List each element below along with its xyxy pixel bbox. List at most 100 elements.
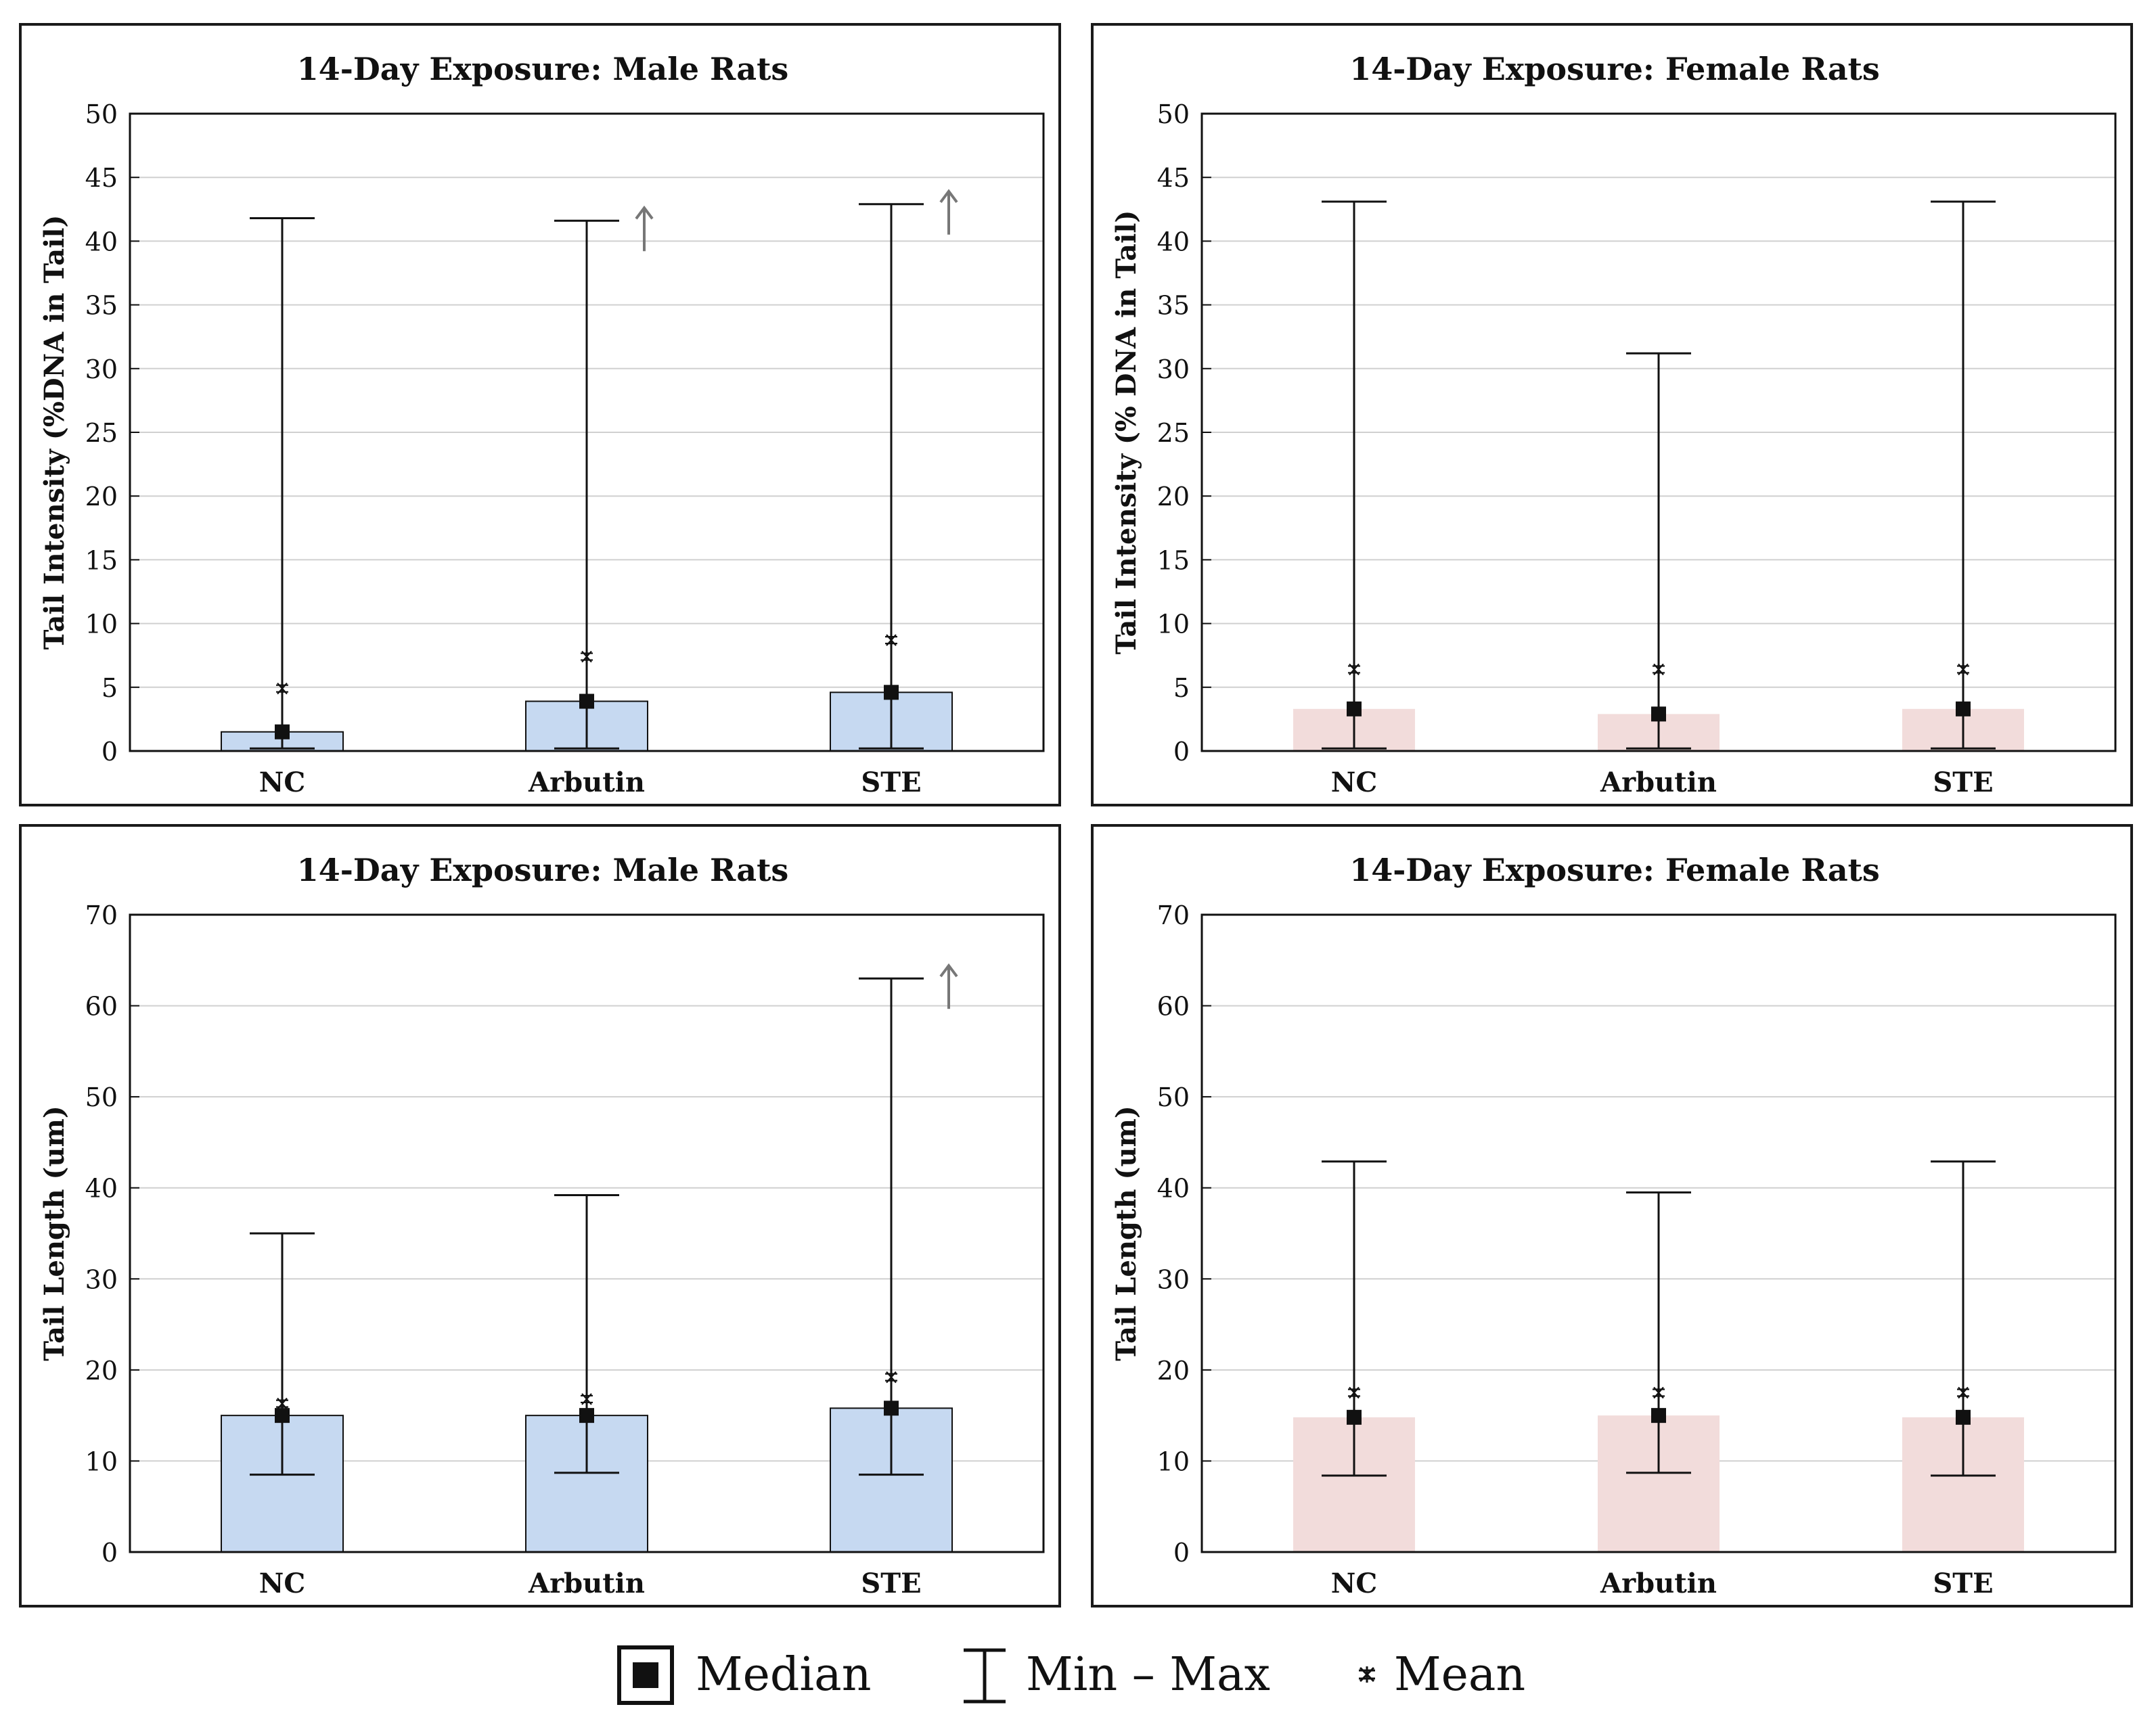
y-axis-label: Tail Intensity (%DNA in Tail) [39, 215, 70, 650]
whisker-symbol-icon [964, 1648, 1006, 1704]
chart-svg: 14-Day Exposure: Female Rats Tail Intensi… [1110, 51, 2117, 798]
chart-title: 14-Day Exposure: Male Rats [297, 852, 788, 888]
mean-marker [581, 650, 593, 664]
y-tick-label: 0 [102, 1538, 118, 1568]
chart-title: 14-Day Exposure: Male Rats [297, 51, 788, 87]
x-tick-label: Arbutin [1600, 1568, 1717, 1599]
legend-minmax-label: Min – Max [1026, 1647, 1270, 1702]
plot-frame [1200, 112, 2117, 752]
x-tick-label: Arbutin [528, 1568, 645, 1599]
chart-svg: 14-Day Exposure: Male Rats Tail Intensity… [39, 51, 1045, 798]
y-tick-label: 50 [85, 99, 118, 129]
median-symbol-icon [617, 1645, 674, 1705]
mean-stroke [1958, 1386, 1969, 1399]
legend-median: Median [616, 1631, 871, 1718]
legend-mean-label: Mean [1394, 1647, 1526, 1702]
y-tick-label: 40 [85, 227, 118, 256]
y-tick-label: 20 [85, 1356, 118, 1386]
mean-marker [885, 1370, 897, 1384]
y-tick-label: 20 [85, 482, 118, 511]
mean-stroke [1349, 663, 1360, 676]
arrow-head [939, 963, 958, 978]
y-tick-label: 20 [1157, 1356, 1190, 1386]
x-tick-label: Arbutin [528, 767, 645, 798]
median-marker [579, 693, 594, 709]
chart-title: 14-Day Exposure: Female Rats [1349, 852, 1880, 888]
y-tick-label: 5 [102, 673, 118, 703]
y-tick-label: 30 [1157, 1264, 1190, 1294]
y-tick-label: 70 [85, 901, 118, 930]
legend-median-label: Median [696, 1647, 872, 1702]
mean-stroke [886, 1371, 897, 1384]
y-tick-label: 10 [1157, 610, 1190, 639]
y-tick-label: 0 [1173, 737, 1190, 767]
y-axis-label: Tail Intensity (% DNA in Tail) [1110, 210, 1142, 655]
mean-stroke [886, 634, 897, 646]
chart-panel-male-length: 14-Day Exposure: Male Rats Tail Length (u… [19, 824, 1061, 1608]
chart-svg: 14-Day Exposure: Male Rats Tail Length (u… [39, 852, 1045, 1599]
median-marker [1347, 1409, 1362, 1425]
chart-panel-female-length: 14-Day Exposure: Female Rats Tail Length … [1091, 824, 2133, 1608]
mean-marker [276, 1396, 288, 1411]
y-tick-label: 35 [85, 291, 118, 321]
y-tick-label: 30 [1157, 355, 1190, 384]
x-tick-label: NC [259, 1568, 305, 1599]
y-tick-label: 15 [1157, 545, 1190, 575]
y-tick-label: 15 [85, 545, 118, 575]
median-marker [275, 724, 290, 739]
median-marker [884, 1400, 899, 1416]
y-tick-label: 50 [1157, 99, 1190, 129]
y-tick-label: 40 [1157, 1174, 1190, 1204]
y-tick-label: 50 [1157, 1082, 1190, 1112]
y-tick-label: 0 [1173, 1538, 1190, 1568]
increase-arrow-icon [939, 189, 958, 235]
y-tick-label: 5 [1173, 673, 1190, 703]
y-tick-label: 25 [1157, 418, 1190, 448]
median-marker [579, 1408, 594, 1423]
y-tick-label: 20 [1157, 482, 1190, 511]
mean-marker [1653, 1386, 1665, 1400]
mean-marker [1348, 1386, 1360, 1400]
mean-stroke [1349, 1386, 1360, 1399]
y-tick-label: 70 [1157, 901, 1190, 930]
mean-marker [885, 633, 897, 647]
y-axis-label: Tail Length (um) [39, 1106, 70, 1361]
x-tick-label: STE [1933, 767, 1993, 798]
y-tick-label: 10 [85, 1446, 118, 1476]
mean-marker [1653, 662, 1665, 677]
mean-symbol-icon [1359, 1666, 1375, 1683]
y-tick-label: 60 [1157, 992, 1190, 1022]
y-tick-label: 0 [102, 737, 118, 767]
chart-panel-female-intensity: 14-Day Exposure: Female Rats Tail Intensi… [1091, 23, 2133, 806]
y-tick-label: 35 [1157, 291, 1190, 321]
mean-stroke [277, 682, 288, 695]
y-tick-label: 40 [1157, 227, 1190, 256]
median-marker [1347, 701, 1362, 716]
y-tick-label: 50 [85, 1082, 118, 1112]
y-tick-label: 30 [85, 1264, 118, 1294]
median-marker [884, 685, 899, 700]
y-tick-label: 45 [85, 163, 118, 193]
x-tick-label: NC [1331, 1568, 1377, 1599]
mean-marker [581, 1392, 593, 1406]
chart-title: 14-Day Exposure: Female Rats [1349, 51, 1880, 87]
y-tick-label: 45 [1157, 163, 1190, 193]
y-tick-label: 30 [85, 355, 118, 384]
x-tick-label: STE [1933, 1568, 1993, 1599]
legend-minmax: Min – Max [961, 1631, 1270, 1718]
legend: Median Min – Max Mean [0, 1631, 2156, 1718]
x-tick-label: Arbutin [1600, 767, 1717, 798]
mean-stroke [581, 650, 592, 663]
mean-marker [276, 681, 288, 696]
mean-stroke [581, 1393, 592, 1405]
increase-arrow-icon [939, 963, 958, 1009]
x-tick-label: NC [259, 767, 305, 798]
plot-frame [1200, 913, 2117, 1553]
mean-marker [1957, 662, 1969, 677]
plot-frame [129, 913, 1045, 1553]
mean-marker [1348, 662, 1360, 677]
median-marker [1956, 1409, 1971, 1425]
legend-mean: Mean [1353, 1631, 1525, 1718]
median-marker [1956, 701, 1971, 716]
x-tick-label: STE [861, 767, 921, 798]
